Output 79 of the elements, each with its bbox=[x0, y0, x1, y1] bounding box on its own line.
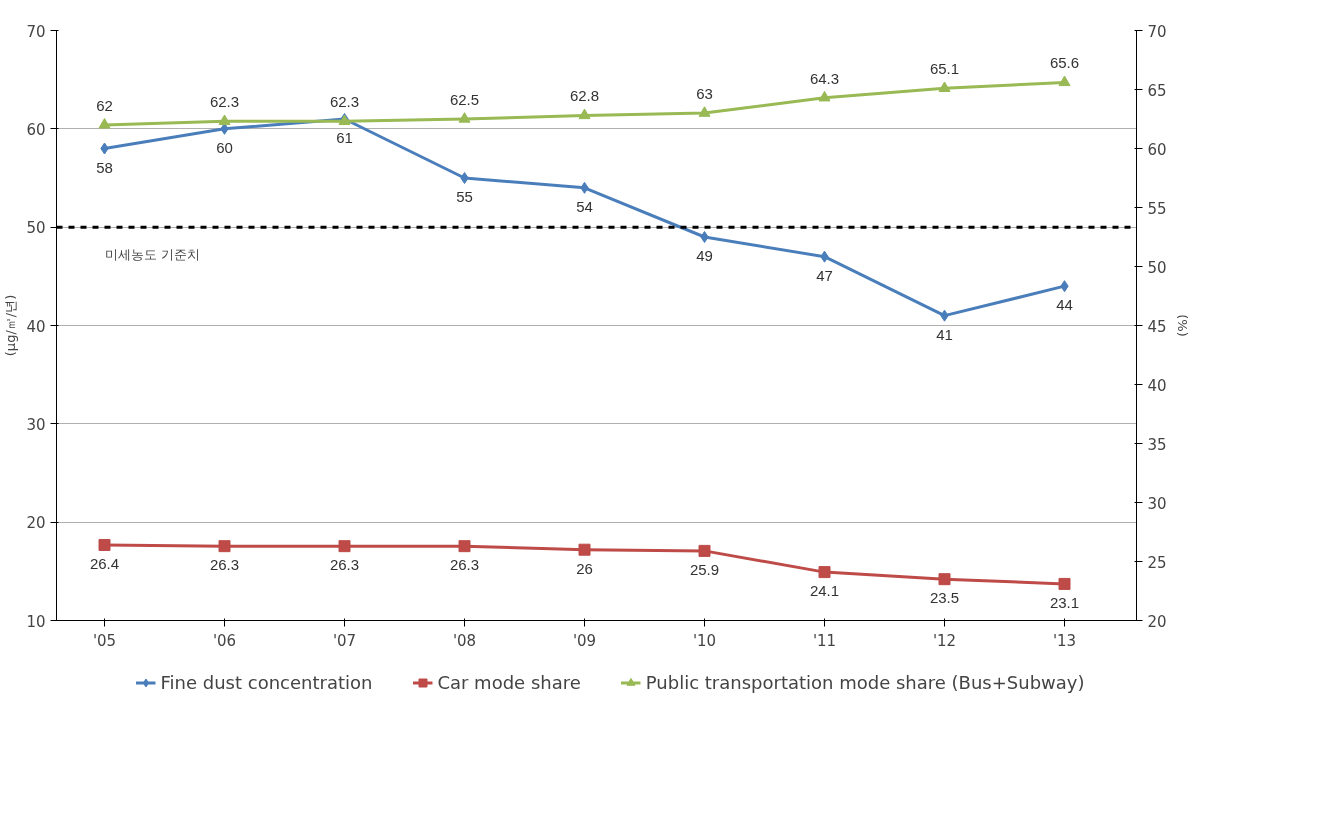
point bbox=[578, 108, 591, 120]
data-label: 23.5 bbox=[929, 589, 960, 607]
point bbox=[98, 118, 111, 129]
data-label: 55 bbox=[456, 188, 473, 205]
x-tick-label: '11 bbox=[812, 631, 837, 650]
point bbox=[938, 573, 951, 586]
data-label: 60 bbox=[216, 138, 233, 156]
data-label: 54 bbox=[576, 197, 593, 215]
point bbox=[458, 112, 471, 123]
y-tick-label: 10 bbox=[26, 612, 46, 631]
data-label: 26.3 bbox=[329, 556, 360, 574]
y-tick-label: 50 bbox=[26, 219, 46, 238]
y2-tick-label: 50 bbox=[1147, 258, 1167, 277]
point bbox=[218, 114, 231, 126]
data-label: 44 bbox=[1056, 296, 1073, 314]
point bbox=[818, 90, 831, 102]
legend-label: Fine dust concentration bbox=[160, 671, 373, 693]
legend-label: Car mode share bbox=[437, 671, 581, 693]
point bbox=[218, 540, 231, 553]
data-label: 61 bbox=[336, 129, 353, 146]
data-label: 65.1 bbox=[929, 60, 960, 78]
ref-line-label: 미세농도 기준치 bbox=[104, 247, 200, 263]
y2-tick-label: 30 bbox=[1147, 494, 1167, 513]
x-tick-label: '05 bbox=[92, 631, 117, 650]
data-label: 65.6 bbox=[1049, 54, 1080, 72]
y2-tick-label: 70 bbox=[1147, 22, 1167, 41]
point bbox=[338, 540, 351, 553]
data-label: 26.3 bbox=[209, 556, 240, 574]
y-tick-label: 40 bbox=[26, 317, 46, 336]
point bbox=[938, 81, 951, 92]
data-label: 24.1 bbox=[809, 582, 840, 600]
data-label: 26.4 bbox=[89, 554, 120, 572]
y2-tick-label: 35 bbox=[1147, 435, 1167, 454]
y2-tick-label: 45 bbox=[1147, 317, 1167, 336]
point bbox=[578, 543, 591, 556]
data-label: 63 bbox=[696, 85, 713, 103]
point bbox=[98, 538, 111, 551]
data-label: 25.9 bbox=[689, 560, 720, 578]
y2-tick-label: 25 bbox=[1147, 553, 1167, 572]
legend-label: Public transportation mode share (Bus+Subway) bbox=[645, 671, 1085, 693]
data-label: 62.8 bbox=[569, 87, 600, 105]
data-label: 62.3 bbox=[209, 93, 240, 111]
point bbox=[1058, 577, 1071, 590]
x-tick-label: '09 bbox=[572, 631, 597, 650]
data-label: 26.3 bbox=[449, 556, 480, 574]
x-tick-label: '10 bbox=[692, 631, 717, 650]
data-label: 62.3 bbox=[329, 93, 360, 111]
x-tick-label: '07 bbox=[332, 631, 357, 650]
y2-tick-label: 65 bbox=[1147, 81, 1167, 100]
data-label: 62 bbox=[96, 96, 113, 114]
x-tick-label: '12 bbox=[932, 631, 957, 650]
y-tick-label: 70 bbox=[26, 22, 46, 41]
data-label: 23.1 bbox=[1049, 593, 1080, 611]
point bbox=[1058, 75, 1071, 87]
y2-tick-label: 55 bbox=[1147, 199, 1167, 218]
data-label: 47 bbox=[816, 266, 833, 284]
y-axis-title: (μg/㎥/년) bbox=[3, 294, 19, 357]
y-tick-label: 60 bbox=[26, 120, 46, 139]
point bbox=[698, 544, 711, 557]
y-tick-label: 30 bbox=[26, 415, 46, 434]
point bbox=[460, 172, 469, 184]
x-tick-label: '08 bbox=[452, 631, 477, 650]
x-tick-label: '06 bbox=[212, 631, 237, 650]
point bbox=[818, 566, 831, 579]
point bbox=[698, 106, 711, 117]
point bbox=[458, 540, 471, 553]
data-label: 49 bbox=[696, 247, 713, 264]
y2-axis-title: (%) bbox=[1174, 314, 1190, 337]
data-label: 64.3 bbox=[809, 69, 840, 87]
data-label: 62.5 bbox=[449, 91, 480, 108]
data-label: 26 bbox=[576, 559, 593, 577]
point bbox=[700, 231, 709, 243]
y2-tick-label: 40 bbox=[1147, 376, 1167, 395]
x-tick-label: '13 bbox=[1052, 631, 1077, 650]
y2-tick-label: 20 bbox=[1147, 612, 1167, 631]
data-label: 58 bbox=[96, 158, 113, 176]
data-label: 41 bbox=[936, 325, 953, 343]
y2-tick-label: 60 bbox=[1147, 140, 1167, 159]
y-tick-label: 20 bbox=[26, 514, 46, 533]
